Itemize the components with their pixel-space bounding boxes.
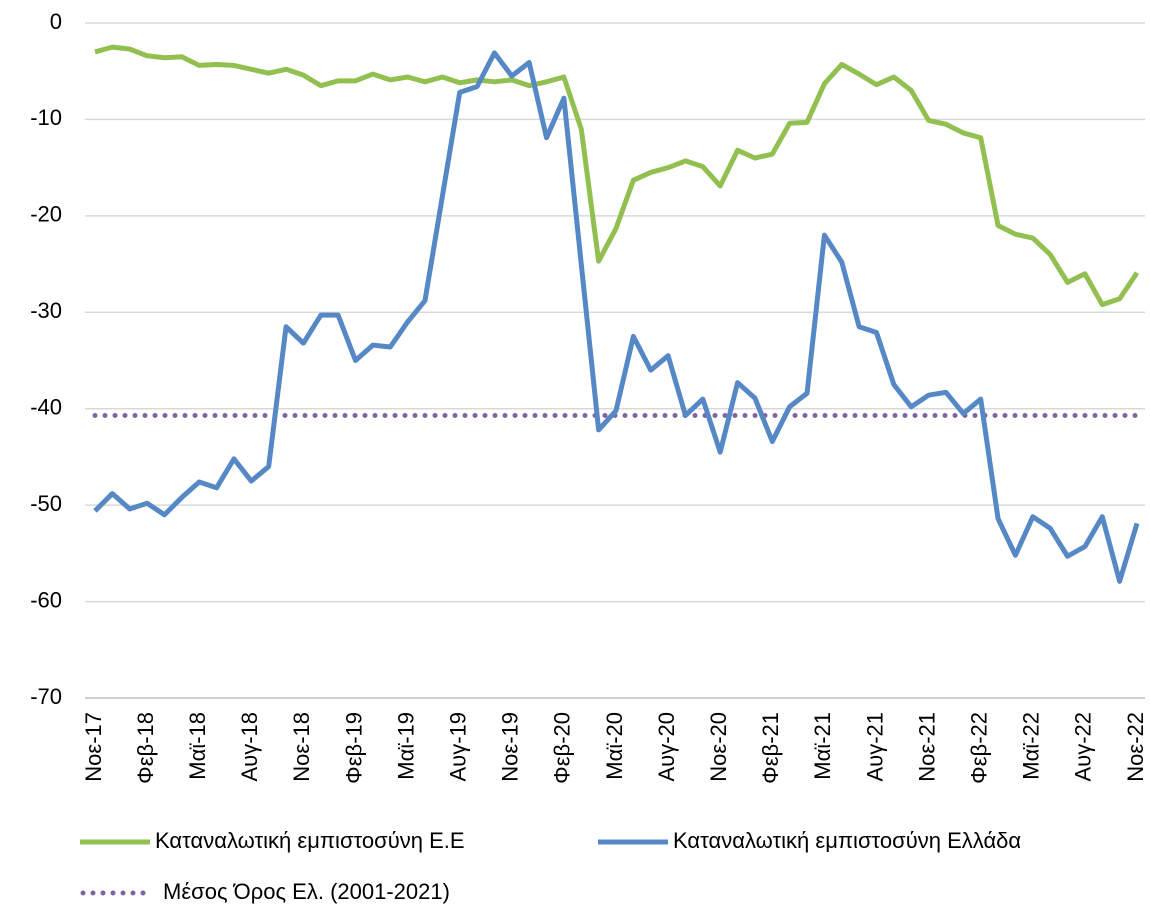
x-tick-label: Μαϊ-21: [810, 712, 835, 780]
y-tick-label: -50: [30, 491, 62, 516]
x-tick-label: Φεβ-19: [341, 712, 366, 784]
series-line: [94, 44, 1140, 308]
y-tick-label: -70: [30, 684, 62, 709]
x-tick-label: Μαϊ-20: [602, 712, 627, 780]
y-tick-label: -40: [30, 395, 62, 420]
legend-label: Καταναλωτική εμπιστοσύνη Ε.Ε: [155, 828, 465, 853]
x-tick-label: Μαϊ-22: [1019, 712, 1044, 780]
x-tick-label: Νοε-19: [498, 712, 523, 782]
x-tick-label: Νοε-22: [1123, 712, 1148, 782]
x-tick-label: Φεβ-22: [967, 712, 992, 784]
x-tick-label: Αυγ-21: [862, 712, 887, 782]
y-tick-label: -30: [30, 298, 62, 323]
x-tick-label: Αυγ-19: [446, 712, 471, 782]
legend-label: Καταναλωτική εμπιστοσύνη Ελλάδα: [673, 828, 1021, 853]
x-tick-label: Νοε-17: [81, 712, 106, 782]
x-tick-label: Αυγ-20: [654, 712, 679, 782]
y-tick-label: -20: [30, 202, 62, 227]
x-tick-label: Μαϊ-18: [185, 712, 210, 780]
y-tick-label: -10: [30, 105, 62, 130]
x-tick-label: Φεβ-21: [758, 712, 783, 784]
legend-label: Μέσος Όρος Ελ. (2001-2021): [163, 879, 450, 904]
x-tick-label: Νοε-18: [289, 712, 314, 782]
x-tick-label: Νοε-20: [706, 712, 731, 782]
x-tick-label: Φεβ-20: [550, 712, 575, 784]
y-tick-label: -60: [30, 587, 62, 612]
y-tick-label: 0: [50, 9, 62, 34]
x-tick-label: Αυγ-22: [1071, 712, 1096, 782]
x-tick-label: Αυγ-18: [237, 712, 262, 782]
x-tick-label: Μαϊ-19: [393, 712, 418, 780]
x-tick-label: Φεβ-18: [133, 712, 158, 784]
x-tick-label: Νοε-21: [914, 712, 939, 782]
series-line: [93, 50, 1140, 584]
